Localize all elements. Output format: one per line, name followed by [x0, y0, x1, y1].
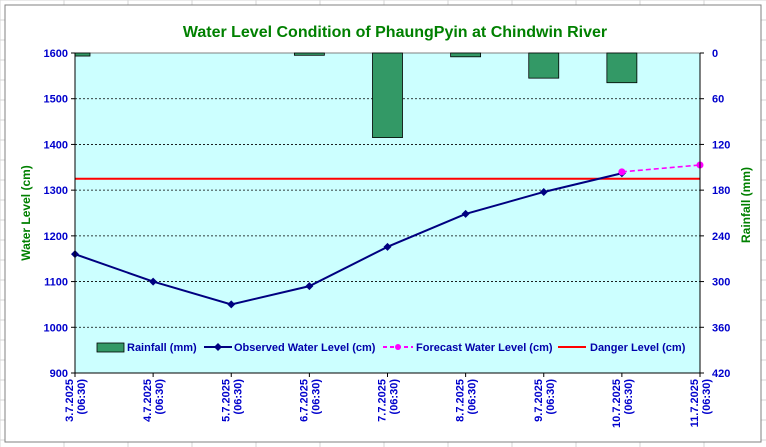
- legend-rainfall-label: Rainfall (mm): [127, 342, 197, 354]
- legend: Rainfall (mm) Observed Water Level (cm) …: [96, 342, 686, 354]
- x-tick-label-time: (06:30): [545, 379, 557, 415]
- x-tick-label-time: (06:30): [154, 379, 166, 415]
- x-tick-label-time: (06:30): [232, 379, 244, 415]
- x-tick-group: 9.7.2025 (06:30): [533, 379, 557, 422]
- observed-point: [461, 209, 470, 218]
- y-tick-label-right: 420: [712, 368, 730, 380]
- right-axis-ticks: 0 60 120 180 240 300 360 420: [700, 48, 730, 380]
- rainfall-bar: [293, 52, 325, 56]
- y-tick-label-left: 1000: [44, 322, 68, 334]
- legend-forecast-marker: [395, 344, 401, 350]
- x-tick-label-time: (06:30): [467, 379, 479, 415]
- legend-rainfall-swatch: [96, 342, 125, 353]
- y-tick-label-right: 60: [712, 94, 724, 106]
- y-tick-label-right: 360: [712, 322, 730, 334]
- rainfall-bar: [528, 52, 560, 79]
- rainfall-bar: [74, 52, 91, 57]
- observed-line: [74, 172, 623, 306]
- x-tick-label-date: 4.7.2025: [142, 379, 154, 422]
- y-tick-label-left: 1200: [44, 231, 68, 243]
- x-tick-label-time: (06:30): [701, 379, 713, 415]
- rainfall-bars: [74, 52, 638, 138]
- rainfall-bar: [372, 52, 403, 138]
- x-tick-group: 4.7.2025 (06:30): [142, 379, 166, 422]
- rainfall-bar: [606, 52, 638, 84]
- x-tick-label-date: 3.7.2025: [64, 379, 76, 422]
- x-tick-label-time: (06:30): [76, 379, 88, 415]
- gridlines: [75, 98, 700, 328]
- x-tick-group: 11.7.2025 (06:30): [689, 379, 713, 428]
- x-axis-ticks: 3.7.2025 (06:30) 4.7.2025 (06:30) 5.7.2025 (0…: [64, 373, 713, 428]
- x-tick-label-date: 8.7.2025: [455, 379, 467, 422]
- x-tick-label-time: (06:30): [623, 379, 635, 415]
- chart-title: Water Level Condition of PhaungPyin at C…: [183, 24, 607, 41]
- legend-observed-marker: [214, 343, 222, 351]
- forecast-point: [618, 168, 626, 176]
- observed-point: [227, 300, 236, 309]
- x-tick-group: 5.7.2025 (06:30): [220, 379, 244, 422]
- x-tick-group: 10.7.2025 (06:30): [611, 379, 635, 428]
- x-tick-label-time: (06:30): [310, 379, 322, 415]
- y-tick-label-left: 1300: [44, 185, 68, 197]
- legend-danger-label: Danger Level (cm): [590, 342, 686, 354]
- y-tick-label-left: 900: [50, 368, 68, 380]
- y-tick-label-left: 1100: [44, 277, 68, 289]
- y-tick-label-left: 1500: [44, 94, 68, 106]
- y-tick-label-left: 1600: [44, 48, 68, 60]
- x-tick-label-date: 9.7.2025: [533, 379, 545, 422]
- y-tick-label-right: 300: [712, 277, 730, 289]
- x-tick-label-date: 6.7.2025: [298, 379, 310, 422]
- legend-observed-label: Observed Water Level (cm): [234, 342, 376, 354]
- x-tick-label-date: 11.7.2025: [689, 379, 701, 427]
- y-tick-label-right: 0: [712, 48, 718, 60]
- x-tick-label-time: (06:30): [389, 379, 401, 415]
- y-tick-label-right: 240: [712, 231, 730, 243]
- x-tick-label-date: 10.7.2025: [611, 379, 623, 428]
- x-tick-group: 6.7.2025 (06:30): [298, 379, 322, 422]
- left-axis-ticks: 900 1000 1100 1200 1300 1400 1500 1600: [44, 48, 75, 380]
- x-tick-group: 7.7.2025 (06:30): [377, 379, 401, 422]
- observed-point: [539, 187, 548, 196]
- observed-point: [149, 277, 158, 286]
- x-tick-label-date: 5.7.2025: [220, 379, 232, 422]
- y-axis-left-title: Water Level (cm): [19, 165, 33, 261]
- legend-forecast-label: Forecast Water Level (cm): [416, 342, 553, 354]
- x-tick-group: 3.7.2025 (06:30): [64, 379, 88, 422]
- forecast-line: [621, 164, 701, 173]
- y-tick-label-left: 1400: [44, 139, 68, 151]
- x-tick-group: 8.7.2025 (06:30): [455, 379, 479, 422]
- observed-point: [383, 242, 392, 251]
- y-tick-label-right: 120: [712, 139, 730, 151]
- x-tick-label-date: 7.7.2025: [377, 379, 389, 422]
- y-axis-right-title: Rainfall (mm): [739, 167, 753, 243]
- observed-point: [305, 282, 314, 291]
- observed-series: [71, 169, 626, 309]
- rainfall-bar: [450, 52, 482, 58]
- y-tick-label-right: 180: [712, 185, 730, 197]
